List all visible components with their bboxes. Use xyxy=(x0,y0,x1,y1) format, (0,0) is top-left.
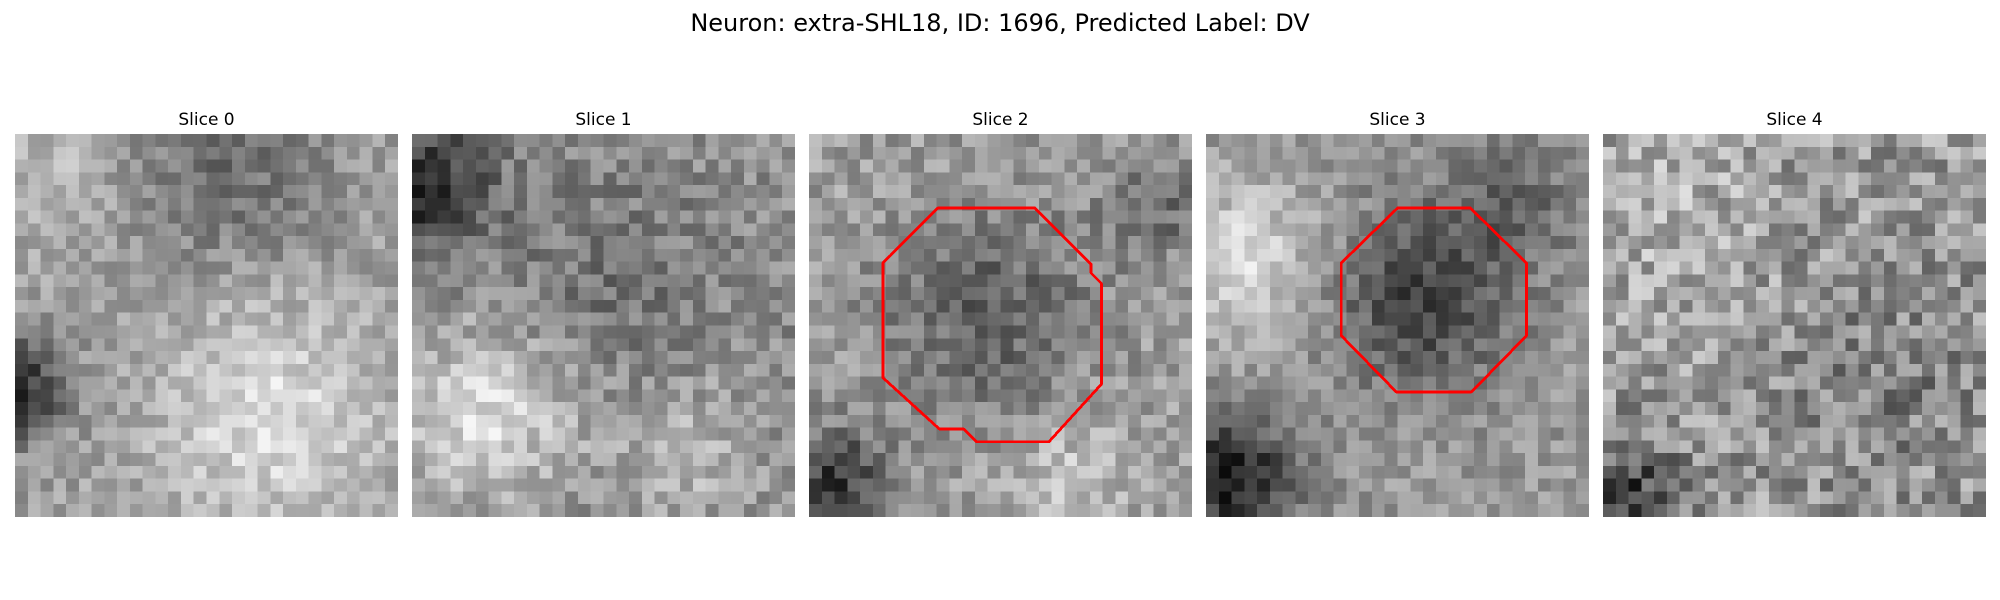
figure-title: Neuron: extra-SHL18, ID: 1696, Predicted… xyxy=(0,8,2000,38)
slice-3-image xyxy=(1206,134,1589,517)
slice-4-title: Slice 4 xyxy=(1603,110,1986,130)
slice-1-title: Slice 1 xyxy=(412,110,795,130)
slice-3-title: Slice 3 xyxy=(1206,110,1589,130)
slice-0-title: Slice 0 xyxy=(15,110,398,130)
slice-4-image xyxy=(1603,134,1986,517)
slice-1-image xyxy=(412,134,795,517)
slice-2-image xyxy=(809,134,1192,517)
slice-0-image xyxy=(15,134,398,517)
slice-2-title: Slice 2 xyxy=(809,110,1192,130)
